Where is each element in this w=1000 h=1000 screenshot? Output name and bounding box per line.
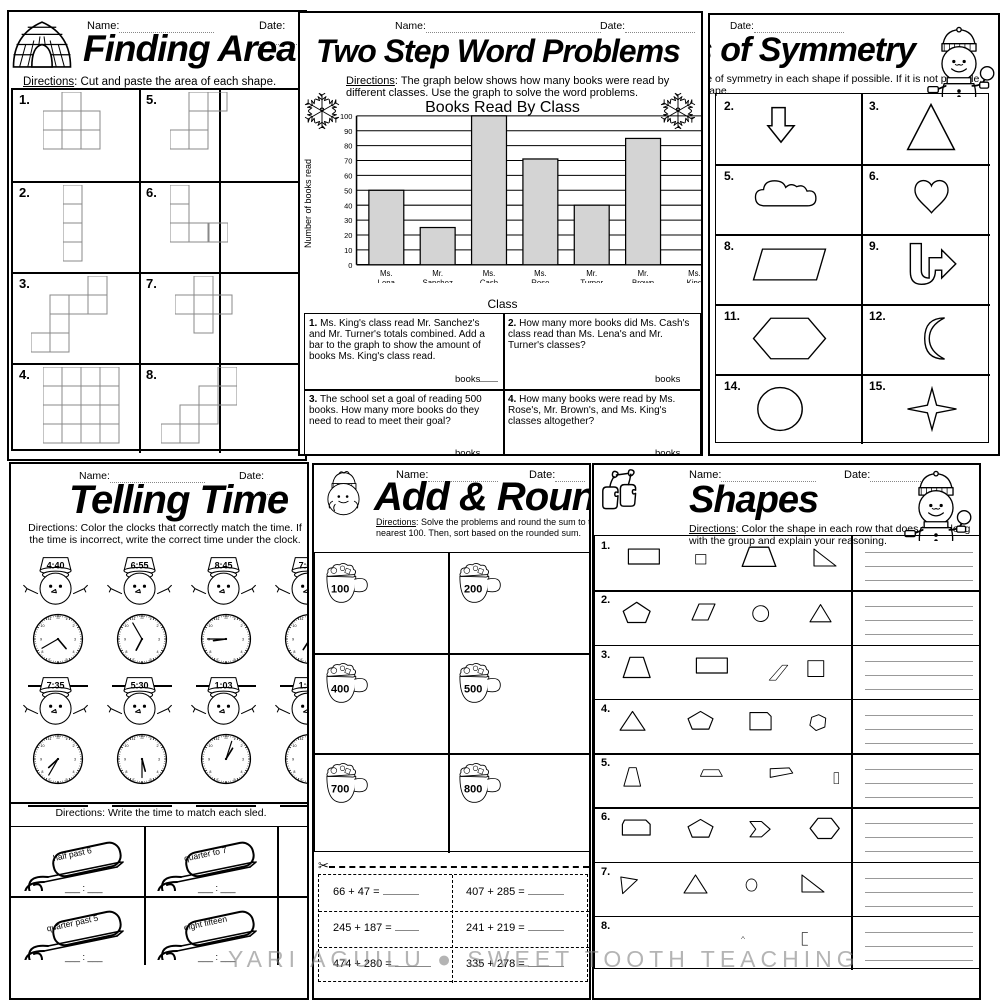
svg-text:50: 50 [344,186,352,195]
svg-text:40: 40 [344,201,352,210]
svg-text:5:30: 5:30 [131,680,149,690]
svg-text:Ms.: Ms. [483,269,496,278]
svg-text:Turner: Turner [580,278,603,283]
svg-text:800: 800 [464,784,482,796]
svg-text:100: 100 [340,113,353,121]
svg-text:4:40: 4:40 [47,560,65,570]
svg-text:Mr.: Mr. [638,269,649,278]
svg-text:Ms.: Ms. [534,269,547,278]
svg-text:Cash: Cash [480,278,498,283]
svg-text:10: 10 [344,246,352,255]
svg-text:400: 400 [331,684,349,696]
svg-text:Brown: Brown [632,278,654,283]
svg-text:60: 60 [344,171,352,180]
svg-text:70: 70 [344,157,352,166]
svg-text:6:55: 6:55 [131,560,149,570]
svg-text:20: 20 [344,231,352,240]
svg-text:100: 100 [331,584,349,596]
svg-text:Rose: Rose [531,278,549,283]
svg-text:Mr.: Mr. [586,269,597,278]
svg-text:7:05: 7:05 [299,560,309,570]
svg-text:Ms.: Ms. [380,269,393,278]
svg-text:30: 30 [344,216,352,225]
svg-text:700: 700 [331,784,349,796]
svg-text:Ms.: Ms. [688,269,701,278]
svg-text:90: 90 [344,127,352,136]
svg-text:8:45: 8:45 [215,560,233,570]
svg-text:Mr.: Mr. [432,269,443,278]
svg-text:500: 500 [464,684,482,696]
svg-text:1:05: 1:05 [299,680,309,690]
svg-text:0: 0 [348,261,352,270]
svg-text:Lena: Lena [378,278,396,283]
svg-text:Sanchez: Sanchez [423,278,453,283]
svg-text:1:03: 1:03 [215,680,233,690]
svg-text:7:35: 7:35 [47,680,65,690]
svg-text:80: 80 [344,142,352,151]
svg-text:200: 200 [464,584,482,596]
svg-text:King: King [687,278,703,283]
